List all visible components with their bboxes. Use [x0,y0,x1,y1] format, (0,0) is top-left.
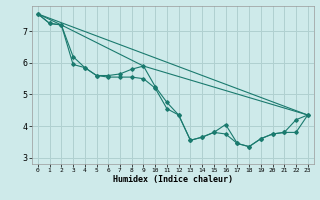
X-axis label: Humidex (Indice chaleur): Humidex (Indice chaleur) [113,175,233,184]
